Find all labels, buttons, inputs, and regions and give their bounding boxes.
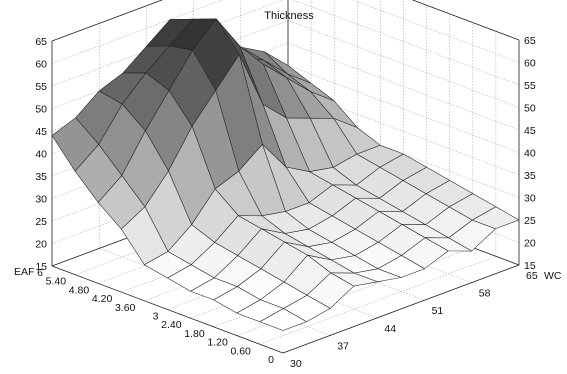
x-tick-label: 4.80 — [69, 284, 90, 296]
z-tick-label-left: 40 — [35, 149, 47, 161]
z-tick-label-left: 30 — [35, 194, 47, 206]
y-axis-label: WC — [544, 270, 562, 282]
right-wall-grid-horizontal — [287, 87, 520, 176]
z-tick-label-left: 20 — [35, 239, 47, 251]
axis-box-edge — [282, 264, 520, 354]
z-tick-label-right: 15 — [524, 260, 536, 272]
x-tick-label: 0 — [268, 354, 274, 366]
right-wall-grid-horizontal — [287, 42, 520, 131]
x-tick-label: 1.80 — [184, 328, 205, 340]
z-tick-label-right: 30 — [524, 193, 536, 205]
y-tick-label: 51 — [432, 305, 444, 317]
x-tick-label: 5.40 — [46, 276, 67, 288]
x-tick-label: 3.60 — [115, 302, 136, 314]
right-wall-grid-horizontal — [352, 0, 520, 63]
z-tick-label-left: 55 — [35, 81, 47, 93]
z-tick-label-left: 65 — [35, 36, 47, 48]
z-tick-label-right: 55 — [524, 80, 536, 92]
z-tick-label-right: 50 — [524, 103, 536, 115]
y-tick-label: 65 — [526, 270, 538, 282]
z-tick-label-left: 60 — [35, 59, 47, 71]
z-tick-label-left: 45 — [35, 126, 47, 138]
axis-box-edge — [411, 0, 520, 41]
z-tick-label-left: 25 — [35, 216, 47, 228]
x-tick-label: 1.20 — [207, 337, 228, 349]
z-tick-label-left: 50 — [35, 104, 47, 116]
y-tick-label: 44 — [384, 323, 396, 335]
x-tick-label: 2.40 — [161, 319, 182, 331]
y-tick-label: 58 — [479, 288, 491, 300]
y-tick-label: 37 — [337, 340, 349, 352]
right-wall-grid-horizontal — [287, 65, 520, 153]
x-tick-label: 0.60 — [230, 345, 251, 357]
z-tick-label-left: 15 — [35, 261, 47, 273]
z-tick-label-right: 35 — [524, 170, 536, 182]
z-tick-label-right: 25 — [524, 215, 536, 227]
x-axis-label: EAF — [14, 266, 34, 278]
label-layer: Thickness EAF WC 15202530354045505560651… — [14, 10, 562, 370]
y-tick-label: 30 — [290, 358, 302, 370]
surface-layer — [51, 18, 520, 331]
z-tick-label-left: 35 — [35, 171, 47, 183]
right-wall-grid-horizontal — [287, 20, 520, 108]
surface-facet — [259, 308, 307, 331]
z-tick-label-right: 60 — [524, 58, 536, 70]
x-tick-label: 6 — [37, 267, 43, 279]
right-wall-grid-horizontal — [292, 0, 520, 86]
z-tick-label-right: 20 — [524, 238, 536, 250]
chart-title: Thickness — [264, 10, 314, 22]
x-tick-label: 4.20 — [92, 293, 113, 305]
z-tick-label-right: 65 — [524, 35, 536, 47]
z-tick-label-right: 40 — [524, 148, 536, 160]
axis-box-edge — [51, 265, 284, 354]
x-tick-label: 3 — [153, 311, 159, 323]
axis-box-edge — [51, 0, 164, 42]
z-tick-label-right: 45 — [524, 125, 536, 137]
